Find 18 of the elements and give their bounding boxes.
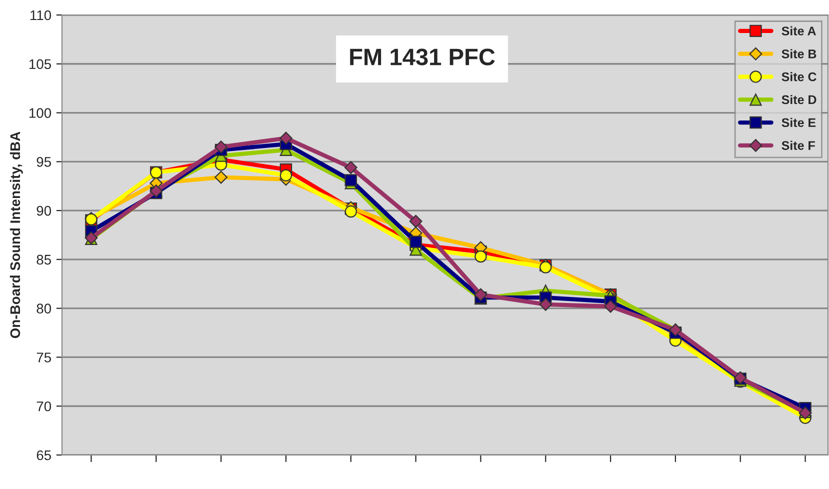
legend-label: Site C (782, 72, 816, 82)
legend-label: Site A (782, 26, 816, 36)
y-tick-label: 70 (36, 401, 52, 412)
legend-label: Site E (782, 118, 816, 128)
y-tick-label: 105 (29, 59, 52, 70)
y-tick-label: 100 (29, 108, 52, 118)
y-tick-label: 110 (30, 10, 52, 20)
text: FM 1431 PFC (350, 48, 495, 66)
y-tick-label: 75 (36, 352, 52, 362)
y-tick-label: 80 (36, 304, 52, 314)
y-tick-label: 65 (36, 450, 52, 460)
y-tick-label: 90 (36, 206, 52, 216)
legend-label: Site B (782, 49, 816, 58)
y-tick-label: 85 (36, 254, 52, 265)
legend-label: Site F (782, 140, 815, 150)
y-axis-title: On-Board Sound Intensity, dBA (10, 132, 23, 338)
legend-label: Site D (782, 94, 816, 104)
y-tick-label: 95 (36, 157, 52, 167)
